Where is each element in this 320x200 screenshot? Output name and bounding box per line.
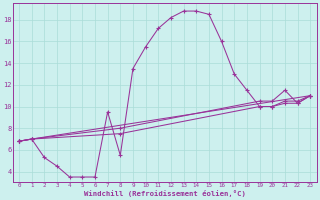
X-axis label: Windchill (Refroidissement éolien,°C): Windchill (Refroidissement éolien,°C) bbox=[84, 190, 245, 197]
